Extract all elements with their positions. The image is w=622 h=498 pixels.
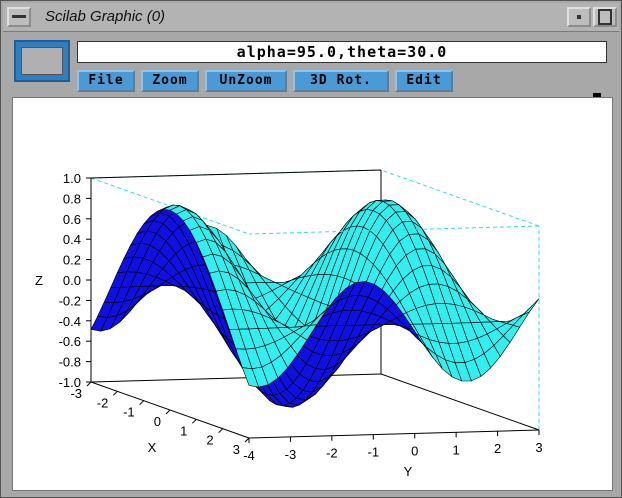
x-tick-label: -1 (123, 405, 135, 420)
x-tick-label: 1 (180, 423, 187, 438)
z-tick-label: -1.0 (59, 375, 81, 390)
y-tick-label: -3 (285, 447, 297, 462)
edit-menu-button[interactable]: Edit (395, 70, 453, 92)
minimize-icon (12, 15, 26, 18)
x-axis-label: X (148, 440, 157, 455)
z-tick-label: -0.6 (59, 334, 81, 349)
y-tick-label: -2 (326, 446, 338, 461)
surface-plot: 1.0 0.8 0.6 0.4 0.2 0.0 -0.2 -0.4 -0.6 -0.8 -1.0 Z 3… (35, 169, 543, 479)
y-tick-label: 1 (453, 442, 460, 457)
y-tick-label: 2 (494, 441, 501, 456)
z-axis-label: Z (35, 273, 43, 288)
z-tick-label: 0.2 (63, 253, 81, 268)
z-tick-label: 0.8 (63, 191, 81, 206)
maximize-button[interactable] (593, 7, 617, 27)
unzoom-menu-button[interactable]: UnZoom (205, 70, 287, 92)
graphic-window-icon[interactable] (14, 40, 70, 82)
3d-rotation-menu-button[interactable]: 3D Rot. (293, 70, 389, 92)
restore-icon (577, 15, 581, 19)
graphic-icon (21, 47, 63, 75)
surface-mesh (90, 199, 540, 408)
minimize-button[interactable] (567, 7, 591, 27)
window-menu-button[interactable] (7, 7, 31, 27)
z-tick-label: -0.4 (59, 314, 81, 329)
z-tick-label: -0.8 (59, 355, 81, 370)
plot-axes: 1.0 0.8 0.6 0.4 0.2 0.0 -0.2 -0.4 -0.6 -0.8 -1.0 Z 3… (35, 171, 543, 479)
maximize-icon (598, 9, 612, 25)
z-tick-label: 0.0 (63, 273, 81, 288)
y-axis-label: Y (404, 464, 413, 479)
y-tick-label: -1 (368, 445, 380, 460)
y-tick-label: -4 (243, 448, 255, 463)
toolbar: alpha=95.0,theta=30.0 File Zoom UnZoom 3… (11, 37, 613, 95)
y-tick-label: 0 (411, 443, 418, 458)
x-tick-label: 2 (206, 433, 213, 448)
x-tick-label: -2 (97, 395, 109, 410)
x-tick-label: -3 (70, 386, 82, 401)
file-menu-button[interactable]: File (77, 70, 135, 92)
z-tick-label: -0.2 (59, 293, 81, 308)
z-tick-label: 0.4 (63, 232, 81, 247)
y-tick-label: 3 (535, 440, 542, 455)
surface-facet (522, 298, 540, 316)
plot-canvas[interactable]: 1.0 0.8 0.6 0.4 0.2 0.0 -0.2 -0.4 -0.6 -0.8 -1.0 Z 3… (12, 97, 613, 491)
z-tick-label: 0.6 (63, 212, 81, 227)
rotation-status-field: alpha=95.0,theta=30.0 (77, 41, 607, 63)
window-title: Scilab Graphic (0) (45, 8, 166, 25)
surface-facet (241, 367, 260, 388)
zoom-menu-button[interactable]: Zoom (141, 70, 199, 92)
x-tick-label: 3 (233, 442, 240, 457)
z-tick-label: 1.0 (63, 171, 81, 186)
title-bar[interactable]: Scilab Graphic (0) (3, 3, 619, 32)
x-tick-label: 0 (154, 414, 161, 429)
